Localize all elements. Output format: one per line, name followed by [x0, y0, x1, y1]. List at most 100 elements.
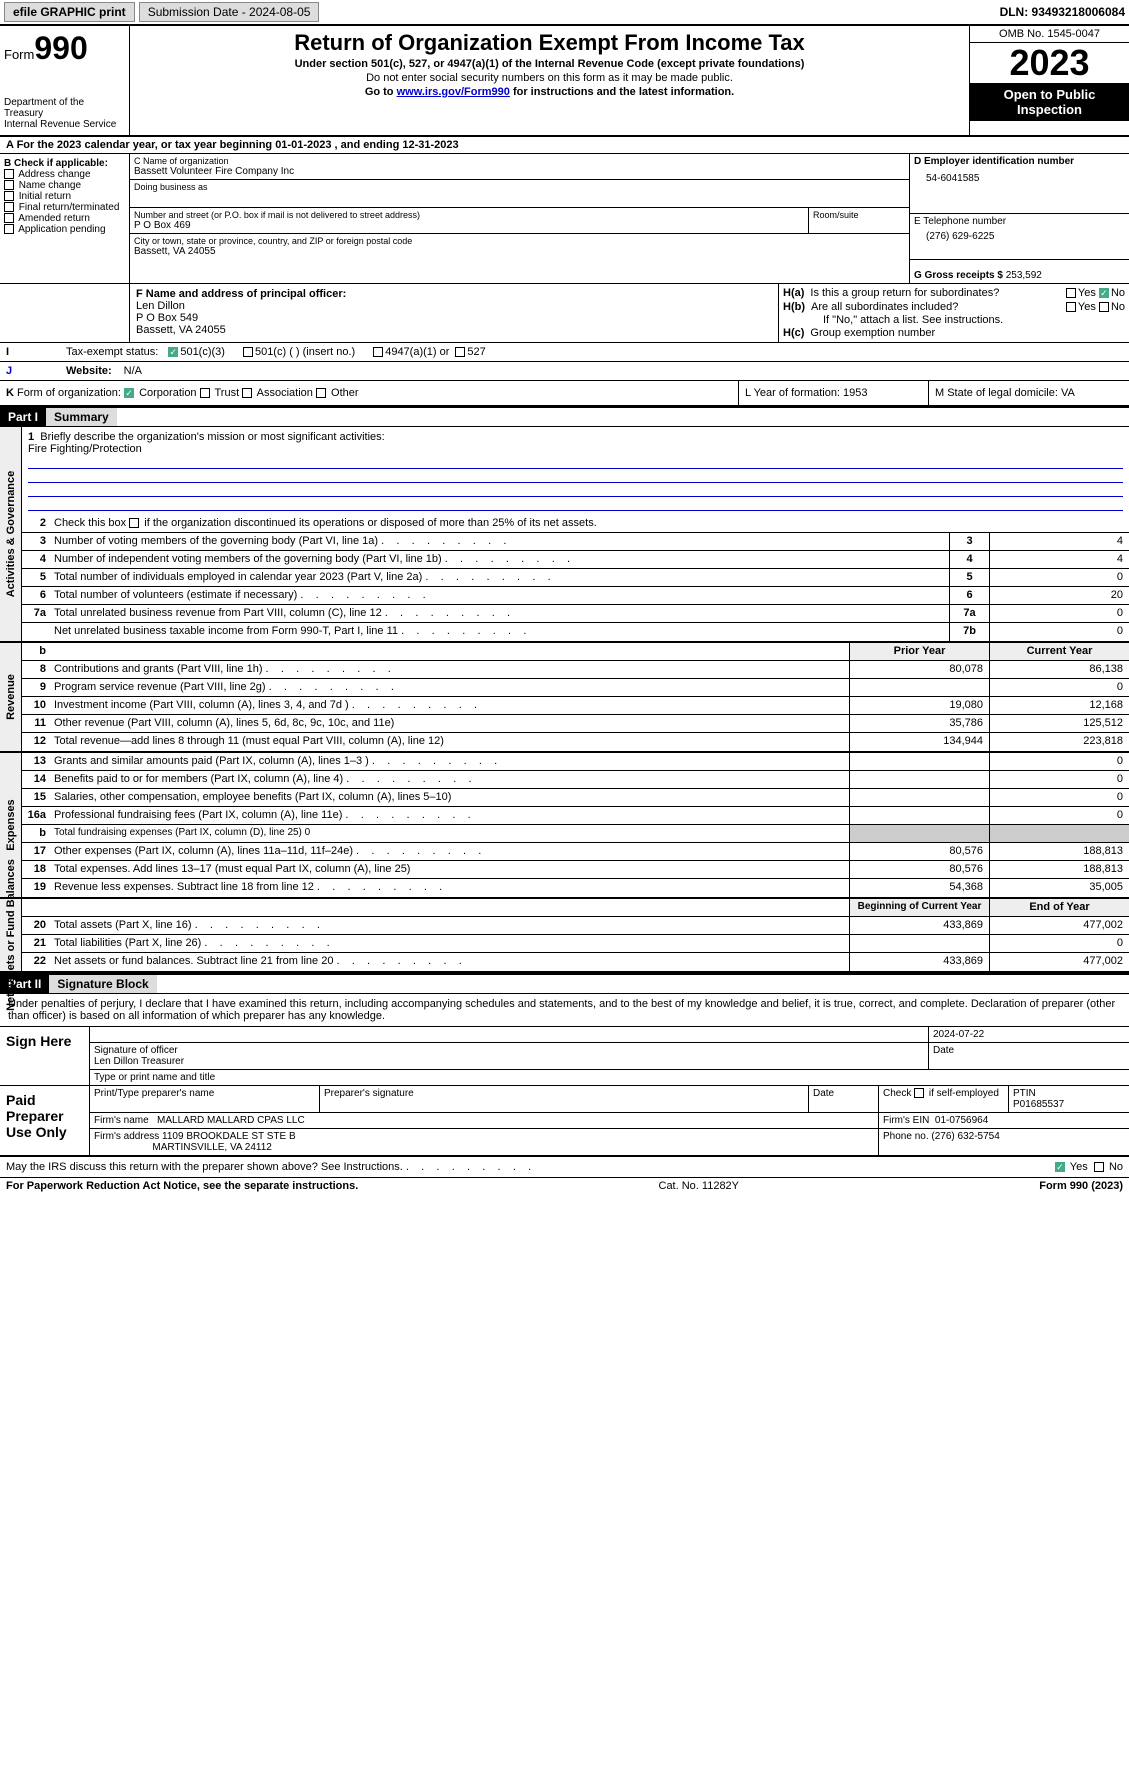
- line6-val: 20: [989, 587, 1129, 604]
- topbar: efile GRAPHIC print Submission Date - 20…: [0, 0, 1129, 26]
- signature-block: Under penalties of perjury, I declare th…: [0, 994, 1129, 1157]
- street: P O Box 469: [134, 220, 804, 231]
- chk-501c[interactable]: [243, 347, 253, 357]
- l14-prior: [849, 771, 989, 788]
- paid-preparer-label: Paid Preparer Use Only: [0, 1086, 90, 1155]
- l9-curr: 0: [989, 679, 1129, 696]
- form-title: Return of Organization Exempt From Incom…: [134, 30, 965, 56]
- chk-discontinued[interactable]: [129, 518, 139, 528]
- line5-val: 0: [989, 569, 1129, 586]
- form-header: Form990 Department of the Treasury Inter…: [0, 26, 1129, 137]
- summary-governance: Activities & Governance 1 Briefly descri…: [0, 427, 1129, 643]
- chk-discuss-yes[interactable]: ✓: [1055, 1162, 1065, 1172]
- box-c: C Name of organization Bassett Volunteer…: [130, 154, 909, 283]
- l19-curr: 35,005: [989, 879, 1129, 897]
- chk-final-return[interactable]: [4, 202, 14, 212]
- chk-trust[interactable]: [200, 388, 210, 398]
- chk-corp[interactable]: ✓: [124, 388, 134, 398]
- l16a-prior: [849, 807, 989, 824]
- chk-app-pending[interactable]: [4, 224, 14, 234]
- form-number: Form990: [4, 30, 125, 67]
- mission: Fire Fighting/Protection: [28, 443, 142, 455]
- l15-prior: [849, 789, 989, 806]
- l10-curr: 12,168: [989, 697, 1129, 714]
- officer-name: Len Dillon: [136, 300, 772, 312]
- chk-discuss-no[interactable]: [1094, 1162, 1104, 1172]
- firm-ein: 01-0756964: [935, 1115, 988, 1126]
- open-public: Open to Public Inspection: [970, 83, 1129, 121]
- summary-netassets: Net Assets or Fund Balances Beginning of…: [0, 899, 1129, 973]
- chk-amended[interactable]: [4, 213, 14, 223]
- chk-ha-no[interactable]: ✓: [1099, 288, 1109, 298]
- l22-end: 477,002: [989, 953, 1129, 971]
- chk-hb-no[interactable]: [1099, 302, 1109, 312]
- l12-prior: 134,944: [849, 733, 989, 751]
- ssn-warning: Do not enter social security numbers on …: [134, 72, 965, 84]
- l17-prior: 80,576: [849, 843, 989, 860]
- officer-addr1: P O Box 549: [136, 312, 772, 324]
- form-subtitle: Under section 501(c), 527, or 4947(a)(1)…: [134, 58, 965, 70]
- summary-expenses: Expenses 13Grants and similar amounts pa…: [0, 753, 1129, 899]
- omb-number: OMB No. 1545-0047: [970, 26, 1129, 43]
- officer-sig-name: Len Dillon Treasurer: [94, 1056, 184, 1067]
- l8-curr: 86,138: [989, 661, 1129, 678]
- l17-curr: 188,813: [989, 843, 1129, 860]
- line7b-val: 0: [989, 623, 1129, 641]
- city: Bassett, VA 24055: [134, 246, 905, 257]
- chk-initial-return[interactable]: [4, 191, 14, 201]
- line4-val: 4: [989, 551, 1129, 568]
- chk-527[interactable]: [455, 347, 465, 357]
- chk-self-employed[interactable]: [914, 1088, 924, 1098]
- l11-curr: 125,512: [989, 715, 1129, 732]
- chk-hb-yes[interactable]: [1066, 302, 1076, 312]
- chk-name-change[interactable]: [4, 180, 14, 190]
- submission-date: Submission Date - 2024-08-05: [139, 2, 320, 22]
- chk-other[interactable]: [316, 388, 326, 398]
- section-fgh: F Name and address of principal officer:…: [0, 284, 1129, 343]
- line3-val: 4: [989, 533, 1129, 550]
- chk-ha-yes[interactable]: [1066, 288, 1076, 298]
- row-a-tax-year: A For the 2023 calendar year, or tax yea…: [0, 137, 1129, 154]
- firm-phone: (276) 632-5754: [931, 1131, 999, 1142]
- l8-prior: 80,078: [849, 661, 989, 678]
- cat-no: Cat. No. 11282Y: [659, 1180, 740, 1192]
- box-d: D Employer identification number 54-6041…: [909, 154, 1129, 283]
- chk-address-change[interactable]: [4, 169, 14, 179]
- chk-501c3[interactable]: ✓: [168, 347, 178, 357]
- tax-year: 2023: [970, 43, 1129, 83]
- l18-prior: 80,576: [849, 861, 989, 878]
- l18-curr: 188,813: [989, 861, 1129, 878]
- summary-revenue: Revenue bPrior YearCurrent Year 8Contrib…: [0, 643, 1129, 753]
- l20-end: 477,002: [989, 917, 1129, 934]
- l22-beg: 433,869: [849, 953, 989, 971]
- l21-end: 0: [989, 935, 1129, 952]
- sign-here-label: Sign Here: [0, 1027, 90, 1085]
- paperwork-footer: For Paperwork Reduction Act Notice, see …: [0, 1178, 1129, 1194]
- gross-receipts: 253,592: [1006, 270, 1042, 281]
- goto-line: Go to www.irs.gov/Form990 for instructio…: [134, 86, 965, 98]
- l13-curr: 0: [989, 753, 1129, 770]
- telephone: (276) 629-6225: [914, 227, 1125, 242]
- officer-addr2: Bassett, VA 24055: [136, 324, 772, 336]
- l20-beg: 433,869: [849, 917, 989, 934]
- l12-curr: 223,818: [989, 733, 1129, 751]
- firm-name: MALLARD MALLARD CPAS LLC: [157, 1115, 305, 1126]
- year-formation: L Year of formation: 1953: [739, 381, 929, 405]
- chk-4947[interactable]: [373, 347, 383, 357]
- website: N/A: [124, 365, 142, 377]
- dept-treasury: Department of the Treasury: [4, 97, 125, 119]
- discuss-row: May the IRS discuss this return with the…: [0, 1157, 1129, 1178]
- part2-header: Part IISignature Block: [0, 973, 1129, 994]
- l11-prior: 35,786: [849, 715, 989, 732]
- l14-curr: 0: [989, 771, 1129, 788]
- l9-prior: [849, 679, 989, 696]
- irs-link[interactable]: www.irs.gov/Form990: [397, 86, 510, 98]
- firm-addr2: MARTINSVILLE, VA 24112: [152, 1142, 272, 1153]
- ein: 54-6041585: [914, 167, 1125, 184]
- chk-assoc[interactable]: [242, 388, 252, 398]
- state-domicile: M State of legal domicile: VA: [929, 381, 1129, 405]
- l10-prior: 19,080: [849, 697, 989, 714]
- dln: DLN: 93493218006084: [1000, 5, 1125, 19]
- efile-print-button[interactable]: efile GRAPHIC print: [4, 2, 135, 22]
- l13-prior: [849, 753, 989, 770]
